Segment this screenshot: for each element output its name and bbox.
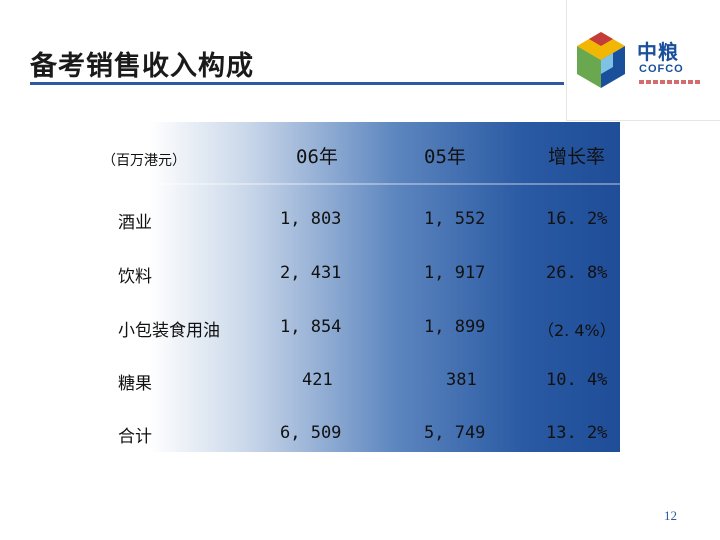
logo-tagline [639, 80, 701, 84]
row-label: 酒业 [118, 213, 152, 233]
table-unit-label: （百万港元） [102, 153, 186, 169]
row-value-06: 6, 509 [280, 423, 342, 443]
row-value-05: 5, 749 [424, 423, 486, 443]
cofco-logo-icon [577, 32, 625, 88]
revenue-table [85, 122, 620, 452]
row-value-05: 381 [446, 370, 477, 390]
cofco-logo: 中粮 COFCO [566, 0, 720, 121]
row-growth: 26. 8% [546, 263, 608, 283]
row-label: 饮料 [118, 267, 152, 287]
page-number: 12 [664, 508, 677, 523]
row-growth: 16. 2% [546, 209, 608, 229]
row-value-06: 421 [302, 370, 333, 390]
title-underline [30, 82, 564, 85]
row-value-05: 1, 552 [424, 209, 486, 229]
row-growth: 10. 4% [546, 370, 608, 390]
row-growth: 13. 2% [546, 423, 608, 443]
slide-title: 备考销售收入构成 [30, 51, 254, 82]
table-corner-mask [620, 122, 720, 182]
header-divider [85, 183, 620, 185]
row-label: 糖果 [118, 374, 152, 394]
column-header-growth: 增长率 [548, 146, 606, 168]
row-label: 合计 [118, 427, 152, 447]
row-value-05: 1, 917 [424, 263, 486, 283]
row-growth: （2. 4%） [538, 321, 616, 340]
row-value-05: 1, 899 [424, 317, 486, 337]
row-value-06: 1, 803 [280, 209, 342, 229]
column-header-05: 05年 [424, 146, 466, 168]
row-value-06: 2, 431 [280, 263, 342, 283]
row-label: 小包装食用油 [118, 321, 220, 341]
logo-name-en: COFCO [639, 63, 684, 75]
column-header-06: 06年 [296, 146, 338, 168]
row-value-06: 1, 854 [280, 317, 342, 337]
logo-name-cn: 中粮 [637, 40, 679, 64]
